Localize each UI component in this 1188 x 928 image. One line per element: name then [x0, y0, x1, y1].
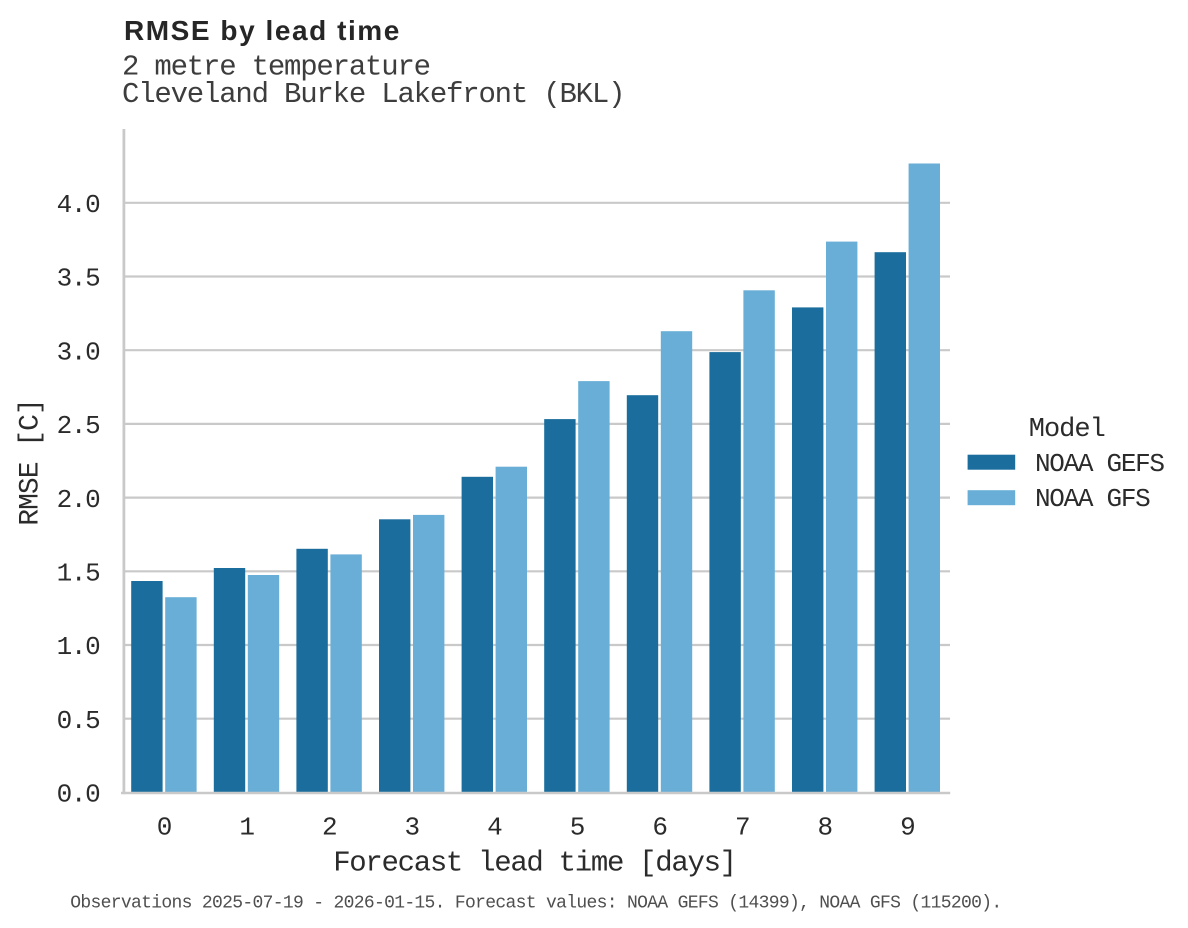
svg-text:4.0: 4.0 — [57, 190, 100, 220]
svg-text:2: 2 — [322, 812, 336, 842]
svg-text:3.5: 3.5 — [57, 264, 100, 294]
svg-text:6: 6 — [652, 812, 666, 842]
svg-text:0.0: 0.0 — [57, 780, 100, 810]
svg-text:1.0: 1.0 — [57, 632, 100, 662]
svg-text:5: 5 — [570, 812, 584, 842]
svg-text:0: 0 — [157, 812, 171, 842]
svg-text:NOAA GEFS: NOAA GEFS — [1035, 449, 1164, 479]
svg-text:1.5: 1.5 — [57, 559, 100, 589]
svg-text:3.0: 3.0 — [57, 337, 100, 367]
svg-text:Cleveland Burke Lakefront (BKL: Cleveland Burke Lakefront (BKL) — [122, 78, 624, 111]
svg-text:RMSE [C]: RMSE [C] — [16, 399, 47, 525]
svg-text:Model: Model — [1029, 415, 1105, 445]
svg-text:RMSE by lead time: RMSE by lead time — [124, 15, 401, 46]
svg-text:8: 8 — [818, 812, 832, 842]
svg-text:7: 7 — [735, 812, 749, 842]
svg-text:3: 3 — [405, 812, 419, 842]
svg-text:4: 4 — [487, 812, 502, 842]
svg-text:9: 9 — [900, 812, 914, 842]
svg-text:2.0: 2.0 — [57, 485, 100, 515]
svg-text:Observations 2025-07-19 - 2026: Observations 2025-07-19 - 2026-01-15. Fo… — [70, 894, 1001, 914]
svg-text:1: 1 — [239, 812, 254, 842]
svg-text:2.5: 2.5 — [57, 411, 100, 441]
svg-text:2 metre temperature: 2 metre temperature — [122, 50, 430, 83]
svg-text:NOAA GFS: NOAA GFS — [1035, 484, 1150, 514]
svg-text:Forecast lead time [days]: Forecast lead time [days] — [333, 847, 736, 880]
svg-text:0.5: 0.5 — [57, 706, 100, 736]
